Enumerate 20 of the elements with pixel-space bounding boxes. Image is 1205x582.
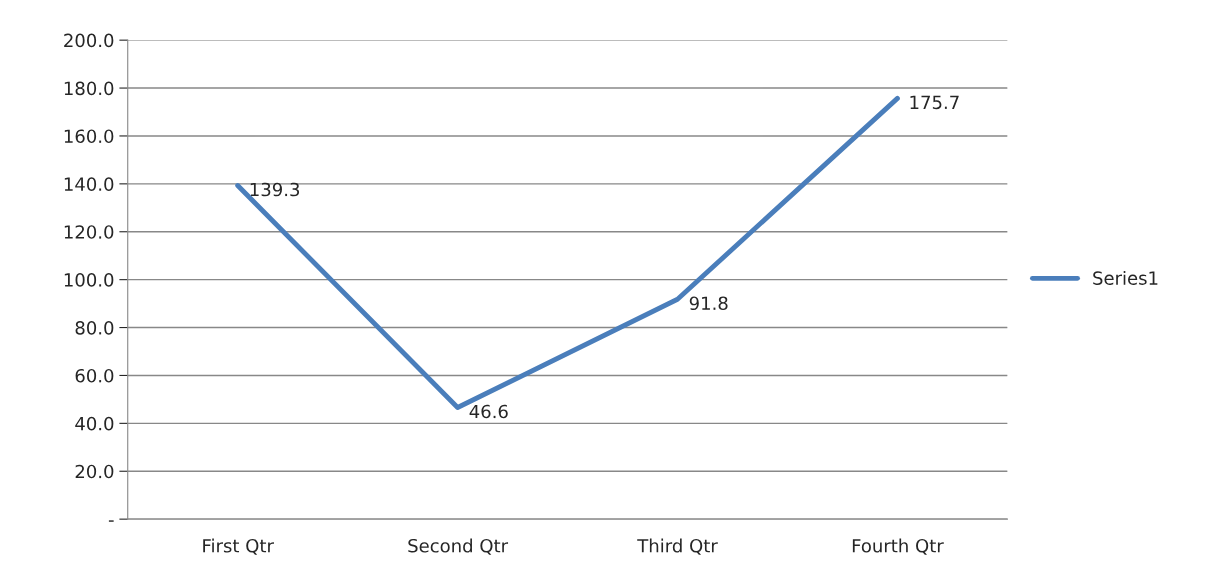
y-tick-label: 60.0: [75, 368, 114, 383]
y-tick-label: 140.0: [64, 177, 114, 191]
y-tick-label: -: [108, 520, 114, 522]
data-label: 175.7: [910, 95, 959, 110]
y-tick-label: 120.0: [64, 225, 114, 239]
y-tick-label: 100.0: [64, 273, 114, 287]
data-label: 46.6: [469, 404, 508, 419]
x-tick-label: Third Qtr: [637, 538, 718, 555]
legend-label: Series1: [1093, 270, 1158, 285]
data-label: 91.8: [689, 296, 728, 311]
y-tick-label: 200.0: [64, 33, 114, 48]
y-tick-label: 80.0: [75, 321, 114, 335]
y-tick-label: 180.0: [64, 81, 114, 96]
y-tick-label: 160.0: [64, 129, 114, 144]
x-tick-label: First Qtr: [203, 538, 274, 555]
y-tick-label: 40.0: [75, 416, 114, 431]
x-tick-label: Second Qtr: [408, 538, 509, 555]
y-tick-label: 20.0: [75, 464, 114, 479]
data-label: 139.3: [250, 182, 300, 197]
x-tick-label: Fourth Qtr: [852, 538, 944, 555]
